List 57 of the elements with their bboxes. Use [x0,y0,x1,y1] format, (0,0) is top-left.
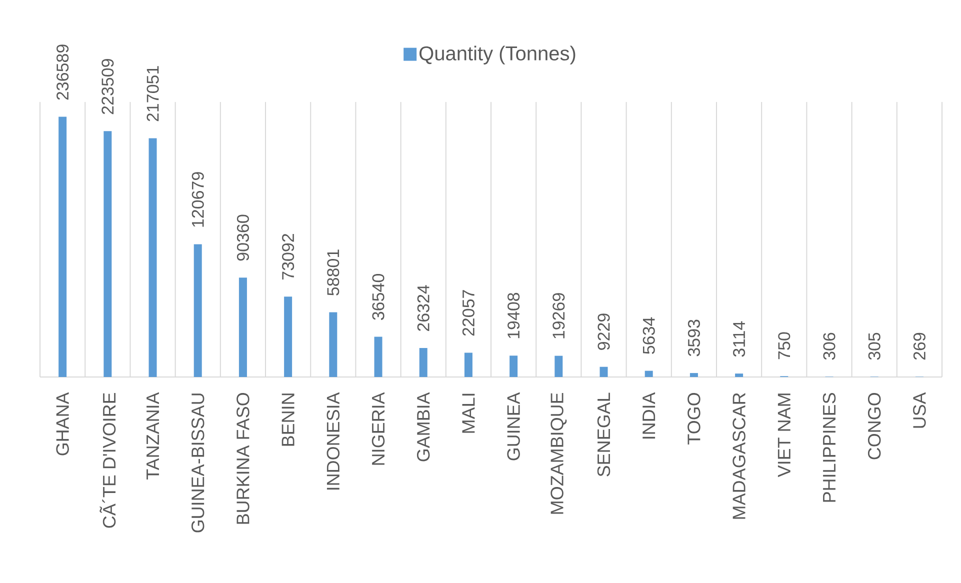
x-tick-label: GHANA [56,392,69,456]
data-label: 217051 [146,66,159,122]
data-label: 305 [868,332,880,360]
bar [735,374,744,377]
data-label: 750 [778,332,790,360]
data-label: 58801 [327,250,340,296]
legend-label: Quantity (Tonnes) [420,46,576,64]
data-label: 3114 [733,321,746,357]
x-tick-label: TOGO [688,393,700,444]
x-tick-label: MOZAMBIQUE [550,392,567,514]
data-label: 269 [913,332,926,360]
x-tick-label: PHILIPPINES [822,393,836,502]
bar [419,348,428,377]
x-tick-label: GUINEA [507,392,520,460]
x-tick-label: MADAGASCAR [732,393,746,519]
x-tick-label: VIET NAM [778,394,790,478]
x-tick-label: CONGO [868,393,881,460]
bar [194,244,202,377]
bar [554,356,563,377]
data-label: 9229 [598,314,610,350]
x-tick-label: USA [913,392,926,428]
bar [374,336,382,377]
bar [284,296,292,377]
data-label: 26324 [417,285,430,331]
data-label: 120679 [192,172,204,227]
bar [238,278,247,377]
bar [104,131,112,377]
data-label: 19408 [508,292,520,338]
x-tick-label: GAMBIA [416,392,430,462]
x-tick-label: SENEGAL [597,392,610,476]
bar [464,352,472,377]
x-tick-label: CÃ´TE D'IVOIRE [100,392,116,528]
x-tick-label: MALI [462,394,475,433]
x-tick-label: INDIA [642,392,656,439]
x-tick-label: INDONESIA [326,392,340,490]
data-label: 22057 [462,290,474,336]
bar [644,370,653,377]
data-label: 90360 [236,214,249,261]
x-tick-label: TANZANIA [146,392,159,480]
x-tick-label: BENIN [282,394,294,446]
x-tick-label: NIGERIA [372,392,385,465]
data-label: 306 [823,332,836,360]
x-tick-label: GUINEA-BISSAU [191,394,204,532]
bar [690,373,698,377]
bar [510,356,518,377]
data-label: 36540 [372,274,384,320]
data-label: 5634 [642,317,655,354]
bar [148,138,157,377]
bar [600,366,608,377]
bar [58,116,67,377]
data-label: 236589 [56,44,69,100]
data-label: 19269 [552,293,565,338]
data-label: 73092 [282,234,294,280]
x-tick-label: BURKINA FASO [236,393,250,524]
data-label: 223509 [102,59,114,114]
bar [329,312,338,377]
data-label: 3593 [688,320,700,356]
